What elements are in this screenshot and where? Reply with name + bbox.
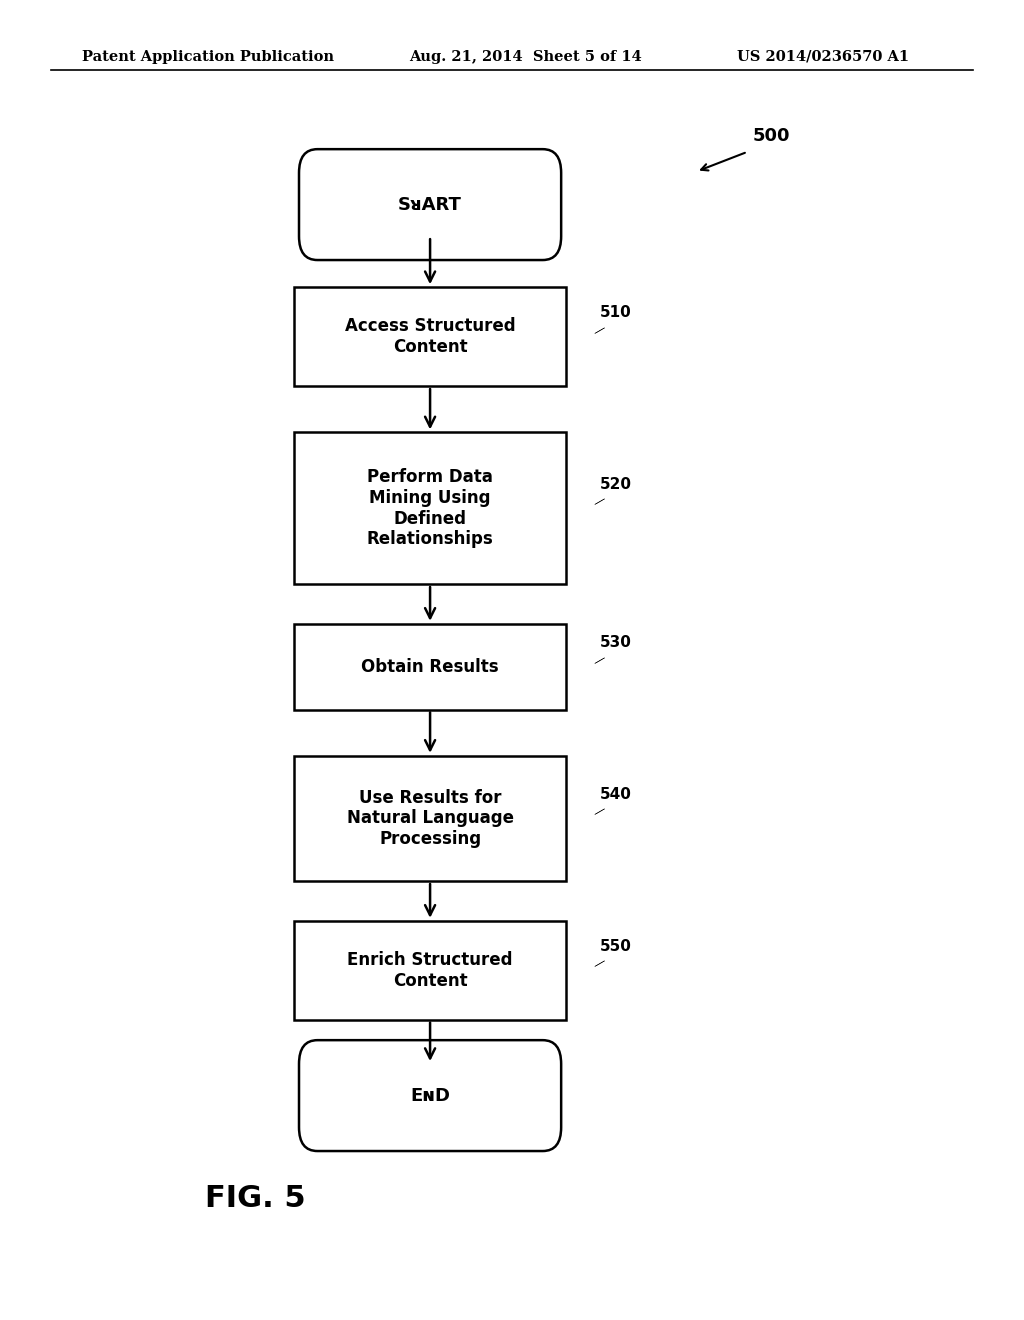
Text: 550: 550 [600, 939, 632, 954]
Bar [295, 623, 565, 710]
Text: Patent Application Publication: Patent Application Publication [82, 50, 334, 63]
Text: Access Structured
Content: Access Structured Content [345, 317, 515, 356]
Text: Aug. 21, 2014  Sheet 5 of 14: Aug. 21, 2014 Sheet 5 of 14 [410, 50, 642, 63]
Text: 530: 530 [600, 635, 632, 651]
Bar [295, 433, 565, 583]
Text: 520: 520 [600, 477, 632, 492]
Text: —: — [592, 954, 608, 973]
Text: FIG. 5: FIG. 5 [205, 1184, 305, 1213]
Text: EɴD: EɴD [410, 1086, 451, 1105]
Text: US 2014/0236570 A1: US 2014/0236570 A1 [737, 50, 909, 63]
Text: —: — [592, 803, 608, 821]
FancyBboxPatch shape [299, 1040, 561, 1151]
Text: —: — [592, 492, 608, 511]
Text: SᴚART: SᴚART [398, 195, 462, 214]
Text: Perform Data
Mining Using
Defined
Relationships: Perform Data Mining Using Defined Relati… [367, 469, 494, 548]
Text: Use Results for
Natural Language
Processing: Use Results for Natural Language Process… [346, 788, 514, 849]
Bar [295, 288, 565, 385]
Text: —: — [592, 321, 608, 339]
Text: 510: 510 [600, 305, 632, 321]
FancyBboxPatch shape [299, 149, 561, 260]
Text: 500: 500 [753, 127, 791, 145]
Text: 540: 540 [600, 787, 632, 803]
Text: Obtain Results: Obtain Results [361, 657, 499, 676]
Bar [295, 755, 565, 882]
Text: —: — [592, 651, 608, 669]
Text: Enrich Structured
Content: Enrich Structured Content [347, 950, 513, 990]
Bar [295, 921, 565, 1019]
